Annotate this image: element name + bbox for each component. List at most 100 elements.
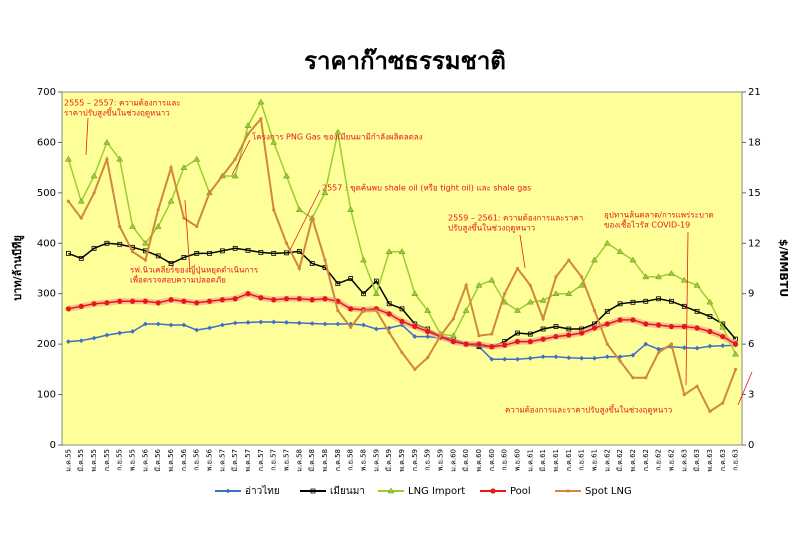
marker [372,290,380,296]
marker [618,359,622,363]
marker [681,303,687,309]
marker [567,258,571,262]
marker [719,323,727,330]
marker [64,155,72,162]
x-tick-label: พ.ย.61 [590,449,598,471]
y-tick-label: 400 [37,238,56,249]
marker [347,206,355,212]
marker [385,248,393,254]
marker [232,320,238,326]
marker [168,261,174,266]
marker [706,298,714,305]
marker [707,343,713,349]
y-tick-label: 700 [37,87,56,98]
marker [297,266,301,271]
marker [219,322,225,328]
marker [501,298,509,305]
marker [169,166,173,170]
marker [116,155,124,162]
marker [117,241,123,247]
marker [78,303,84,309]
marker [694,345,700,351]
marker [580,275,584,279]
marker [143,258,147,262]
marker [322,321,328,327]
marker [220,174,224,178]
marker [104,300,110,306]
x-tick-label: ก.ค.57 [257,449,265,471]
marker [502,342,508,348]
marker [361,291,366,297]
y2-tick-label: 3 [748,390,754,401]
marker [104,240,110,246]
marker [412,323,418,330]
x-tick-label: พ.ค.59 [398,449,406,472]
marker [515,266,520,271]
marker [527,339,533,345]
marker [721,401,725,405]
marker [79,216,83,220]
marker [66,250,71,256]
marker [540,354,546,360]
x-tick-label: ม.ค.62 [603,449,611,472]
marker [155,300,161,306]
marker [259,117,263,121]
marker [155,321,161,327]
y-tick-label: 0 [50,440,56,451]
marker [348,276,354,281]
marker [90,172,98,179]
marker [117,330,123,336]
marker [194,327,200,333]
x-tick-label: ก.ค.56 [180,448,188,471]
marker [629,256,637,263]
x-tick-label: พ.ค.56 [167,448,175,471]
x-tick-label: พ.ค.62 [629,449,637,472]
legend-marker [387,487,395,494]
x-tick-label: ก.ย.61 [578,449,586,471]
x-tick-label: ก.ค.61 [565,449,573,471]
marker [283,296,290,302]
marker [66,199,71,203]
x-tick-label: ม.ค.61 [526,449,534,472]
marker [616,248,624,254]
marker [566,355,572,361]
x-tick-label: ม.ค.63 [680,449,688,472]
marker [271,297,277,303]
marker [681,323,687,330]
marker [425,334,431,339]
x-tick-label: พ.ย.56 [206,448,214,471]
marker [617,301,623,307]
marker [103,138,111,145]
legend-marker [225,488,231,494]
marker [539,296,547,303]
marker [373,326,379,332]
marker [232,296,238,302]
marker [258,295,264,301]
marker [526,298,534,305]
annotation-arrow [685,231,689,386]
marker [489,344,495,350]
marker [219,297,225,303]
annotation-arrow [737,371,753,406]
marker [245,320,251,325]
marker [720,343,726,349]
marker [566,332,572,338]
marker [245,247,251,253]
legend-label: Spot LNG [585,486,632,497]
marker [515,356,520,362]
legend-label: เมียนมา [330,485,365,497]
marker [309,261,315,266]
x-tick-label: ม.ค.56 [141,448,149,471]
legend-label: อ่าวไทย [245,485,280,497]
x-tick-label: มี.ค.57 [231,449,239,472]
marker [528,283,532,287]
x-tick-label: พ.ค.61 [552,449,560,472]
marker [398,248,406,254]
annotation-arrow [85,117,89,156]
marker [78,338,84,344]
marker [489,356,495,362]
marker [643,321,649,327]
x-tick-label: พ.ค.55 [90,449,98,472]
annotation-arrow [289,189,321,251]
marker [360,256,367,263]
